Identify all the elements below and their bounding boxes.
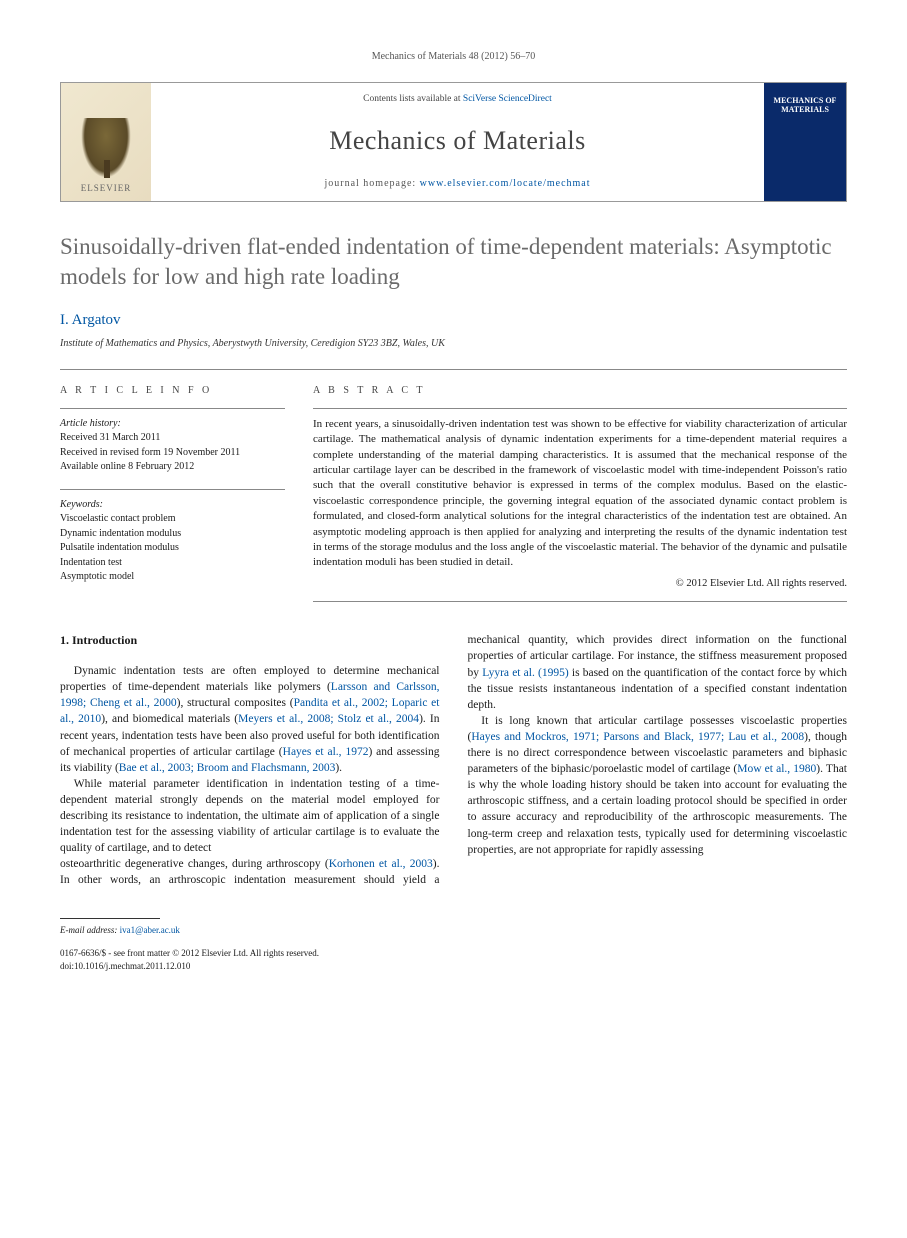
abstract-copyright: © 2012 Elsevier Ltd. All rights reserved…: [313, 577, 847, 592]
cover-title: MECHANICS OF MATERIALS: [768, 97, 842, 115]
paragraph: While material parameter identification …: [60, 776, 440, 856]
email-link[interactable]: iva1@aber.ac.uk: [120, 925, 180, 935]
citation-link[interactable]: Korhonen et al., 2003: [329, 858, 433, 870]
keyword: Pulsatile indentation modulus: [60, 541, 285, 556]
citation-link[interactable]: Meyers et al., 2008; Stolz et al., 2004: [238, 713, 419, 725]
divider: [60, 918, 160, 919]
abstract-heading: A B S T R A C T: [313, 384, 847, 398]
divider: [60, 369, 847, 370]
email-label: E-mail address:: [60, 925, 120, 935]
issn-line: 0167-6636/$ - see front matter © 2012 El…: [60, 947, 847, 960]
keyword: Dynamic indentation modulus: [60, 527, 285, 542]
citation-link[interactable]: Lyyra et al. (1995): [482, 667, 569, 679]
journal-banner: ELSEVIER Contents lists available at Sci…: [60, 82, 847, 202]
homepage-prefix: journal homepage:: [324, 178, 419, 189]
doi-line: doi:10.1016/j.mechmat.2011.12.010: [60, 960, 847, 973]
keywords-label: Keywords:: [60, 498, 285, 513]
publisher-logo-block: ELSEVIER: [61, 83, 151, 201]
citation-link[interactable]: Bae et al., 2003; Broom and Flachsmann, …: [119, 762, 336, 774]
homepage-line: journal homepage: www.elsevier.com/locat…: [324, 177, 590, 191]
article-info-heading: A R T I C L E I N F O: [60, 384, 285, 398]
affiliation: Institute of Mathematics and Physics, Ab…: [60, 337, 847, 351]
sciencedirect-link[interactable]: SciVerse ScienceDirect: [463, 94, 552, 104]
publisher-label: ELSEVIER: [81, 182, 132, 195]
received-date: Received 31 March 2011: [60, 431, 285, 446]
body-text: 1. Introduction Dynamic indentation test…: [60, 632, 847, 888]
citation-link[interactable]: Mow et al., 1980: [737, 763, 816, 775]
revised-date: Received in revised form 19 November 201…: [60, 446, 285, 461]
citation-link[interactable]: Hayes and Mockros, 1971; Parsons and Bla…: [471, 731, 804, 743]
paragraph: It is long known that articular cartilag…: [468, 713, 848, 858]
header-citation: Mechanics of Materials 48 (2012) 56–70: [60, 50, 847, 64]
contents-available-line: Contents lists available at SciVerse Sci…: [363, 93, 552, 106]
keyword: Indentation test: [60, 556, 285, 571]
abstract-column: A B S T R A C T In recent years, a sinus…: [313, 384, 847, 603]
paragraph: Dynamic indentation tests are often empl…: [60, 663, 440, 776]
divider: [60, 489, 285, 490]
contents-prefix: Contents lists available at: [363, 94, 463, 104]
footer-block: E-mail address: iva1@aber.ac.uk 0167-663…: [60, 918, 847, 972]
online-date: Available online 8 February 2012: [60, 460, 285, 475]
divider: [60, 408, 285, 409]
elsevier-tree-icon: [81, 118, 131, 178]
journal-cover-thumb: MECHANICS OF MATERIALS: [764, 83, 846, 201]
journal-name: Mechanics of Materials: [329, 123, 585, 159]
corresponding-email-line: E-mail address: iva1@aber.ac.uk: [60, 924, 847, 937]
article-title: Sinusoidally-driven flat-ended indentati…: [60, 232, 847, 292]
article-info-column: A R T I C L E I N F O Article history: R…: [60, 384, 285, 603]
keyword: Asymptotic model: [60, 570, 285, 585]
banner-center: Contents lists available at SciVerse Sci…: [151, 83, 764, 201]
abstract-text: In recent years, a sinusoidally-driven i…: [313, 417, 847, 571]
section-heading-intro: 1. Introduction: [60, 632, 440, 649]
divider: [313, 408, 847, 409]
citation-link[interactable]: Hayes et al., 1972: [283, 746, 369, 758]
homepage-link[interactable]: www.elsevier.com/locate/mechmat: [420, 178, 591, 189]
author-name[interactable]: I. Argatov: [60, 310, 847, 331]
keyword: Viscoelastic contact problem: [60, 512, 285, 527]
history-label: Article history:: [60, 417, 285, 432]
divider: [313, 601, 847, 602]
